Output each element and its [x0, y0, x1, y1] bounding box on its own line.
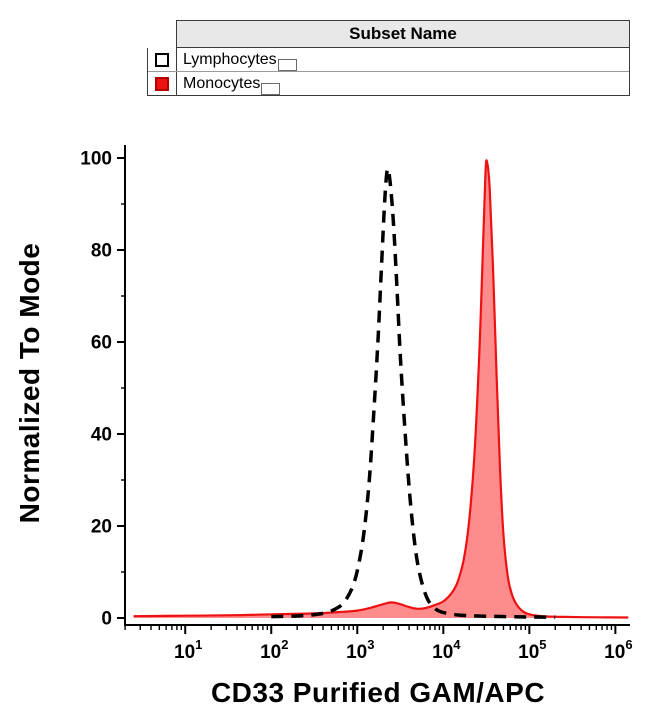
legend-row-monocytes: Monocytes	[148, 71, 629, 95]
legend-label-monocytes: Monocytes	[183, 74, 261, 92]
x-axis-title: CD33 Purified GAM/APC	[210, 677, 546, 708]
y-tick-label: 80	[91, 241, 112, 262]
legend-body: Lymphocytes Monocytes	[147, 48, 630, 96]
legend-extra-box-icon	[277, 59, 297, 71]
y-tick-label: 0	[101, 609, 112, 630]
x-tick-label: 103	[346, 637, 374, 663]
swatch-cell	[148, 72, 177, 95]
y-tick-label: 40	[91, 425, 112, 446]
swatch-cell	[148, 48, 177, 71]
series-lymphocytes-line	[271, 167, 556, 619]
y-axis-title: Normalized To Mode	[14, 242, 45, 524]
legend-label-lymphocytes: Lymphocytes	[183, 50, 277, 68]
y-tick-label: 100	[80, 149, 112, 170]
legend-header: Subset Name	[176, 20, 630, 48]
series-monocytes-line	[133, 159, 629, 619]
legend-table: Subset Name Lymphocytes Monocytes	[147, 20, 630, 96]
axes	[124, 145, 630, 626]
series-monocytes-fill	[133, 160, 629, 618]
legend-extra-box-icon	[261, 83, 281, 95]
x-tick-label: 105	[518, 637, 546, 663]
y-tick-label: 60	[91, 333, 112, 354]
x-tick-label: 106	[604, 637, 632, 663]
lymphocytes-swatch-icon	[155, 52, 169, 67]
y-tick-label: 20	[91, 517, 112, 538]
x-tick-label: 101	[174, 637, 202, 663]
legend-row-lymphocytes: Lymphocytes	[148, 48, 629, 71]
x-tick-label: 102	[260, 637, 288, 663]
x-tick-label: 104	[432, 637, 461, 663]
monocytes-swatch-icon	[155, 76, 169, 91]
